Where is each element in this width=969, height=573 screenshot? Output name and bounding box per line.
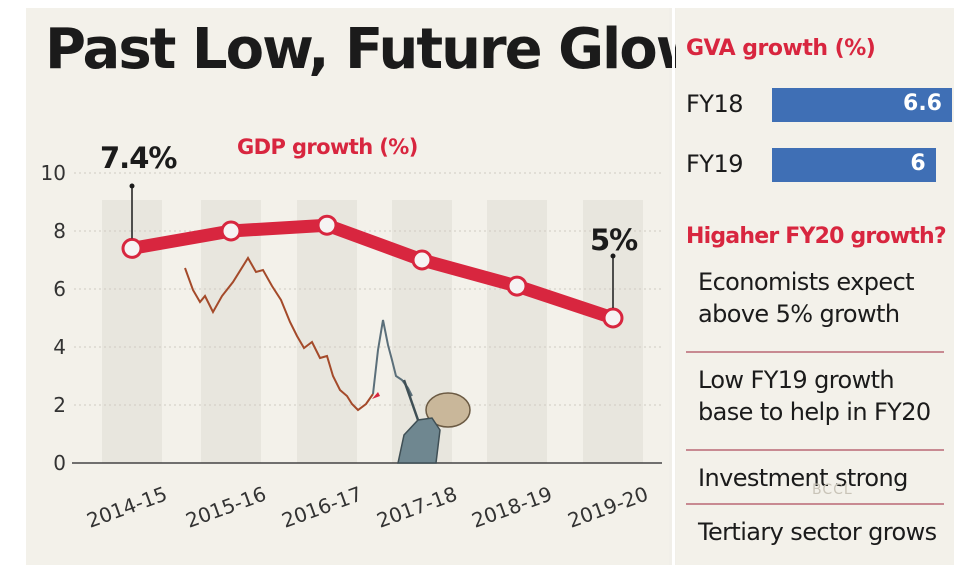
person-arm-icon xyxy=(402,379,420,421)
gva-value-label: 6 xyxy=(910,151,926,176)
point-investment-strong: Investment strong xyxy=(698,464,908,492)
point-economists-expect: Economists expect above 5% growth xyxy=(698,268,915,328)
panel-divider xyxy=(672,8,675,565)
y-tick-label: 10 xyxy=(41,161,66,185)
x-tick-label: 2014-15 xyxy=(84,482,171,533)
x-tick-label: 2016-17 xyxy=(279,482,366,533)
point-tertiary-sector: Tertiary sector grows xyxy=(698,518,937,546)
gva-category-label: FY19 xyxy=(686,150,744,178)
callout-dot xyxy=(129,183,135,189)
gdp-data-point xyxy=(602,307,624,329)
decline-squiggle xyxy=(184,256,374,412)
gdp-plot-area: 7.4% 5% xyxy=(100,141,639,329)
column-band xyxy=(297,200,357,463)
gdp-data-point xyxy=(411,249,433,271)
x-tick-label: 2019-20 xyxy=(565,482,652,533)
gva-value-label: 6.6 xyxy=(903,91,942,116)
illustration-graphic xyxy=(184,256,471,464)
gdp-data-point xyxy=(316,214,338,236)
point-divider xyxy=(686,503,944,505)
column-band xyxy=(487,200,547,463)
person-head-icon xyxy=(425,392,471,428)
gdp-series-line xyxy=(125,218,620,325)
y-tick-label: 4 xyxy=(53,335,66,359)
callout-label: 5% xyxy=(590,223,638,257)
x-tick-label: 2018-19 xyxy=(469,482,556,533)
gva-category-label: FY18 xyxy=(686,90,744,118)
y-tick-label: 2 xyxy=(53,393,66,417)
page-title: Past Low, Future Glow xyxy=(45,17,707,82)
person-body-icon xyxy=(397,417,441,464)
y-tick-label: 6 xyxy=(53,277,66,301)
column-band xyxy=(201,200,261,463)
fy20-question-title: Higaher FY20 growth? xyxy=(686,224,947,249)
point-low-base: Low FY19 growth base to help in FY20 xyxy=(698,366,931,426)
point-divider xyxy=(686,449,944,451)
gdp-data-point xyxy=(220,220,242,242)
y-tick-label: 8 xyxy=(53,219,66,243)
sidebar-panel: GVA growth (%) FY18 6.6 FY19 6 Higaher F… xyxy=(676,8,954,565)
callout-label: 7.4% xyxy=(100,141,177,175)
gva-bar-fy18: 6.6 xyxy=(772,88,952,122)
x-tick-label: 2017-18 xyxy=(374,482,461,533)
publisher-watermark: BCCL xyxy=(812,482,853,498)
chart-subtitle: GDP growth (%) xyxy=(237,135,418,159)
gdp-data-point xyxy=(121,237,143,259)
y-tick-label: 0 xyxy=(53,451,66,475)
x-tick-label: 2015-16 xyxy=(183,482,270,533)
point-divider xyxy=(686,351,944,353)
gva-chart-title: GVA growth (%) xyxy=(686,36,876,61)
gdp-data-point xyxy=(506,275,528,297)
arrow-icon xyxy=(372,392,380,399)
column-band xyxy=(583,200,643,463)
callout-dot xyxy=(610,253,616,259)
gva-bar-fy19: 6 xyxy=(772,148,936,182)
